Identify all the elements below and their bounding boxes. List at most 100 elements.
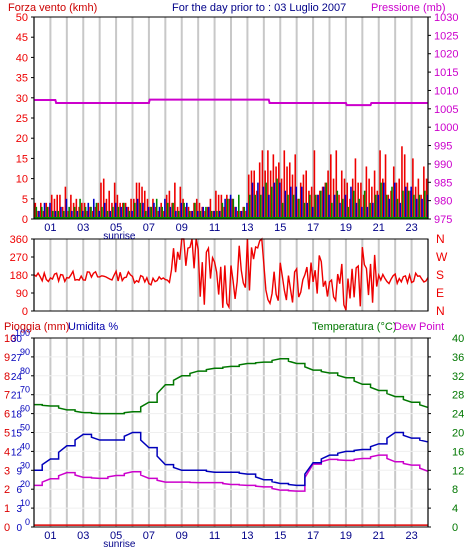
hour-tick-label-lower: 03 [77, 530, 89, 542]
hour-tick-label-lower: 21 [373, 530, 385, 542]
tick-label-layer: 0510152025303540455097598098599099510001… [4, 12, 464, 550]
hour-tick-label-upper: 11 [209, 222, 220, 234]
wind-tick-label: 15 [16, 153, 28, 165]
pressure-tick-label: 1000 [434, 122, 458, 134]
pressure-tick-label: 985 [434, 177, 452, 189]
hour-tick-label-upper: 09 [176, 222, 188, 234]
hour-tick-label-lower: 09 [176, 530, 188, 542]
direction-tick-label: 0 [22, 306, 28, 318]
wind-axis-label: Forza vento (kmh) [8, 2, 97, 14]
stacked-tick-label: 21 [11, 391, 23, 402]
stacked-tick-label: 9 [16, 466, 22, 477]
hour-tick-label-upper: 03 [77, 222, 89, 234]
pressure-tick-label: 1025 [434, 30, 458, 42]
pressure-axis-label: Pressione (mb) [371, 2, 446, 14]
series-line [34, 431, 429, 487]
hour-tick-label-lower: 07 [143, 530, 155, 542]
temperature-tick-label: 32 [452, 371, 464, 383]
pressure-tick-label: 975 [434, 214, 452, 226]
humidity-tick-label: 60 [20, 404, 30, 414]
dew-point-axis-label: Dew Point [394, 321, 444, 333]
humidity-tick-label: 80 [20, 366, 30, 376]
temperature-tick-label: 0 [452, 522, 458, 534]
stacked-tick-label: 3 [16, 504, 22, 515]
pressure-tick-label: 1005 [434, 104, 458, 116]
stacked-tick-label: 0 [16, 523, 22, 534]
temperature-tick-label: 4 [452, 503, 458, 515]
direction-tick-label: 270 [10, 252, 28, 264]
rain-tick-label: 10 [4, 333, 16, 345]
pressure-tick-label: 1015 [434, 67, 458, 79]
rain-tick-label: 2 [4, 484, 10, 496]
direction-tick-label: 360 [10, 234, 28, 246]
sunrise-label-upper: sunrise [103, 231, 136, 242]
humidity-tick-label: 70 [20, 385, 30, 395]
humidity-tick-label: 30 [20, 460, 30, 470]
stacked-tick-label: 27 [11, 353, 23, 364]
pressure-tick-label: 990 [434, 159, 452, 171]
stacked-tick-label: 15 [11, 429, 23, 440]
hour-tick-label-lower: 01 [44, 530, 56, 542]
wind-tick-label: 40 [16, 52, 28, 64]
rain-tick-label: 6 [4, 409, 10, 421]
compass-label: N [436, 232, 445, 246]
pressure-line [34, 98, 428, 107]
rain-axis-label: Pioggia (mm) [4, 321, 69, 333]
rain-tick-label: 4 [4, 446, 10, 458]
wind-tick-label: 45 [16, 32, 28, 44]
wind-tick-label: 0 [22, 214, 28, 226]
hour-tick-label-upper: 21 [373, 222, 385, 234]
hour-tick-label-lower: 13 [241, 530, 253, 542]
rain-tick-label: 8 [4, 371, 10, 383]
compass-label: N [436, 304, 445, 318]
rain-tick-label: 9 [4, 352, 10, 364]
temperature-tick-label: 40 [452, 333, 464, 345]
wind-tick-label: 30 [16, 93, 28, 105]
pressure-tick-label: 995 [434, 141, 452, 153]
hour-tick-label-lower: 11 [209, 530, 220, 542]
pressure-tick-label: 1030 [434, 12, 458, 24]
humidity-tick-label: 100 [15, 328, 30, 338]
series-line [34, 358, 429, 415]
wind-tick-label: 10 [16, 174, 28, 186]
hour-tick-label-upper: 13 [241, 222, 253, 234]
compass-label: S [436, 268, 444, 282]
hour-tick-label-upper: 19 [340, 222, 352, 234]
temperature-axis-label: Temperatura (°C) [312, 321, 396, 333]
temperature-tick-label: 12 [452, 465, 464, 477]
temperature-tick-label: 28 [452, 390, 464, 402]
stacked-tick-label: 18 [11, 410, 23, 421]
temperature-tick-label: 16 [452, 446, 464, 458]
pressure-tick-label: 1020 [434, 49, 458, 61]
hour-tick-label-upper: 05 [110, 222, 122, 234]
hour-tick-label-lower: 05 [110, 530, 122, 542]
direction-tick-label: 90 [16, 288, 28, 300]
stacked-tick-label: 24 [11, 372, 23, 383]
wind-tick-label: 5 [22, 194, 28, 206]
stacked-tick-label: 6 [16, 485, 22, 496]
temperature-tick-label: 36 [452, 352, 464, 364]
hour-tick-label-upper: 07 [143, 222, 155, 234]
direction-tick-label: 180 [10, 270, 28, 282]
hour-tick-label-upper: 01 [44, 222, 56, 234]
humidity-axis-label: Umidita % [68, 321, 118, 333]
hour-tick-label-lower: 23 [405, 530, 417, 542]
hour-tick-label-lower: 15 [274, 530, 286, 542]
hour-tick-label-lower: 19 [340, 530, 352, 542]
wind-tick-label: 50 [16, 12, 28, 24]
compass-label: E [436, 286, 444, 300]
sunrise-label-lower: sunrise [103, 539, 136, 550]
humidity-tick-label: 50 [20, 423, 30, 433]
wind-tick-label: 25 [16, 113, 28, 125]
series-line [34, 454, 429, 492]
temperature-tick-label: 24 [452, 409, 464, 421]
rain-tick-label: 1 [4, 503, 10, 515]
pressure-tick-label: 980 [434, 196, 452, 208]
hour-tick-label-lower: 17 [307, 530, 319, 542]
hour-tick-label-upper: 17 [307, 222, 319, 234]
rain-tick-label: 3 [4, 465, 10, 477]
hour-tick-label-upper: 15 [274, 222, 286, 234]
hour-tick-label-upper: 23 [405, 222, 417, 234]
rain-tick-label: 7 [4, 390, 10, 402]
